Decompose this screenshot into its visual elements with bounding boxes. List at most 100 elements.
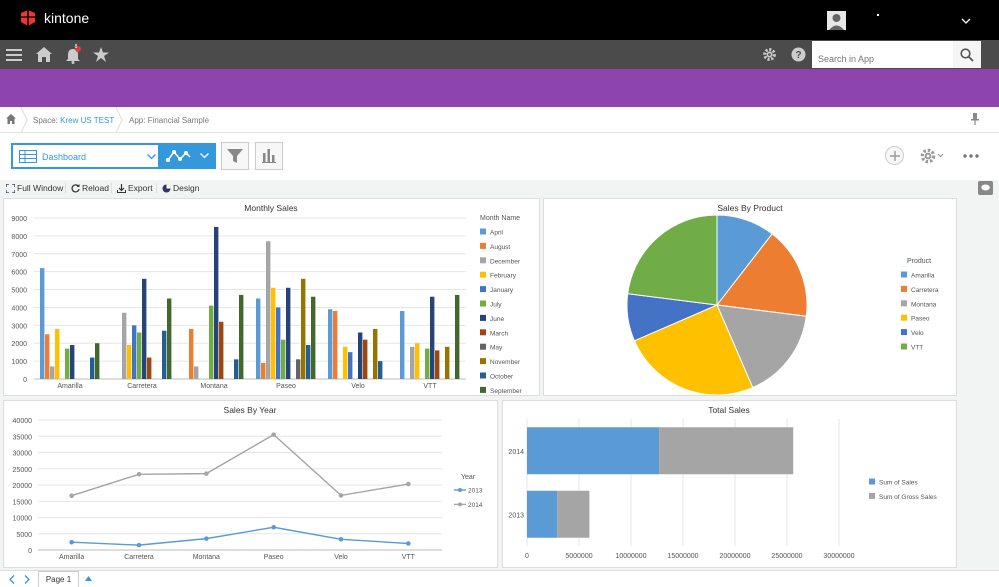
more-options-icon[interactable] (963, 149, 979, 167)
y-tick-label: 5000 (16, 532, 32, 539)
username-text[interactable] (877, 14, 879, 16)
breadcrumb-separator (115, 107, 123, 133)
filter-button[interactable] (221, 142, 249, 170)
next-page-icon[interactable] (24, 575, 30, 584)
help-icon[interactable]: ? (789, 40, 807, 69)
y-tick-label: 2013 (508, 512, 524, 519)
app-search-input[interactable] (812, 41, 953, 68)
x-tick-label: Amarilla (59, 554, 84, 561)
kintone-logo[interactable]: kintone (18, 10, 89, 26)
legend-label: Sum of Sales (879, 480, 918, 487)
legend-label: June (490, 316, 504, 323)
breadcrumb-separator (20, 107, 28, 133)
data-point-2014 (204, 471, 209, 476)
data-point-2013 (338, 536, 344, 542)
graph-button[interactable] (255, 142, 283, 170)
bar-february (127, 345, 132, 379)
x-tick-label: 30000000 (823, 553, 854, 560)
legend-label: Velo (911, 330, 924, 337)
monthly-sales-chart: Monthly Sales 0 1000 2000 3000 4000 5000 6000 70… (11, 203, 522, 395)
chart-selector-button[interactable] (160, 143, 216, 169)
full-window-link[interactable]: Full Window (6, 183, 63, 193)
bar-december (410, 346, 415, 379)
page-menu-caret-icon[interactable] (85, 576, 92, 581)
legend-title: Product (907, 258, 931, 265)
view-selector[interactable]: Dashboard (11, 143, 160, 169)
download-icon (117, 183, 126, 193)
home-icon[interactable] (34, 40, 54, 69)
user-menu-chevron-icon[interactable] (961, 13, 971, 31)
breadcrumb-home-icon[interactable] (6, 114, 16, 126)
y-tick-label: 4000 (11, 305, 27, 312)
search-button[interactable] (953, 41, 981, 68)
page-tab[interactable]: Page 1 (38, 571, 79, 587)
breadcrumb-app[interactable]: App: Financial Sample (129, 116, 210, 125)
series-line-2013 (71, 526, 409, 546)
notification-bell-icon[interactable]: 8 (62, 40, 84, 69)
page-footer (0, 570, 999, 587)
reload-link[interactable]: Reload (71, 183, 109, 193)
comment-icon[interactable] (978, 181, 993, 195)
x-tick-label: 15000000 (667, 553, 698, 560)
divider (65, 183, 66, 193)
divider (111, 183, 112, 193)
bar-july (209, 305, 214, 379)
export-label: Export (128, 183, 153, 193)
monthly-sales-panel: Monthly Sales 0 1000 2000 3000 4000 5000 6000 70… (3, 198, 540, 396)
report-actions: Full Window Reload Export Design (0, 180, 999, 197)
favorites-star-icon[interactable] (92, 40, 110, 69)
menu-icon[interactable] (4, 40, 24, 69)
bar-june (214, 226, 219, 379)
app-settings-button[interactable] (919, 147, 945, 170)
y-tick-label: 7000 (11, 252, 27, 259)
bar-august (261, 362, 266, 379)
pie-icon (162, 184, 171, 192)
legend-label: January (490, 287, 514, 294)
x-tick-label: Montana (193, 554, 220, 561)
legend-swatch (480, 286, 486, 293)
data-point-2014 (406, 481, 411, 487)
export-link[interactable]: Export (117, 183, 153, 193)
bar-segment-sum-of-gross-sales (659, 427, 794, 475)
x-tick-label: Paseo (264, 554, 284, 561)
pie-slice-carretera (716, 233, 808, 317)
y-tick-label: 25000 (13, 467, 33, 474)
user-avatar[interactable] (827, 11, 846, 30)
add-record-button[interactable] (885, 146, 904, 165)
breadcrumb-space-link[interactable]: Krew US TEST (60, 116, 115, 125)
chart-title: Sales By Year (224, 405, 277, 415)
chevron-down-icon (200, 153, 209, 159)
bar-october (234, 359, 239, 379)
legend-label: July (490, 302, 502, 309)
x-tick-label: VTT (402, 554, 416, 561)
pin-icon[interactable] (971, 113, 979, 127)
legend-swatch (901, 271, 907, 278)
bar-january (348, 352, 353, 379)
y-tick-label: 35000 (13, 434, 33, 441)
legend-label: November (490, 359, 521, 366)
legend-swatch (480, 343, 486, 350)
legend-swatch (480, 386, 486, 393)
design-link[interactable]: Design (162, 183, 199, 193)
bar-april (256, 298, 261, 379)
settings-gear-icon[interactable] (760, 40, 778, 69)
bar-april (40, 268, 45, 379)
legend-swatch (480, 329, 486, 336)
data-point-2013 (69, 539, 74, 545)
prev-page-icon[interactable] (9, 575, 15, 584)
bar-august (189, 328, 194, 379)
bar-january (276, 307, 281, 379)
legend-label: Sum of Gross Sales (879, 494, 938, 501)
bar-june (358, 332, 363, 379)
legend-label: October (490, 374, 514, 381)
legend-swatch (901, 300, 907, 307)
legend-swatch (480, 358, 486, 365)
kintone-logo-icon (21, 10, 35, 26)
search-icon (960, 47, 974, 62)
legend-swatch (901, 329, 907, 336)
legend-label: Paseo (911, 316, 930, 323)
legend-label: Carretera (911, 287, 939, 294)
svg-text:?: ? (795, 50, 801, 61)
legend-label: February (490, 273, 517, 280)
total-sales-panel: Total Sales 0 5000000 10000000 15000000 20000… (502, 400, 957, 568)
